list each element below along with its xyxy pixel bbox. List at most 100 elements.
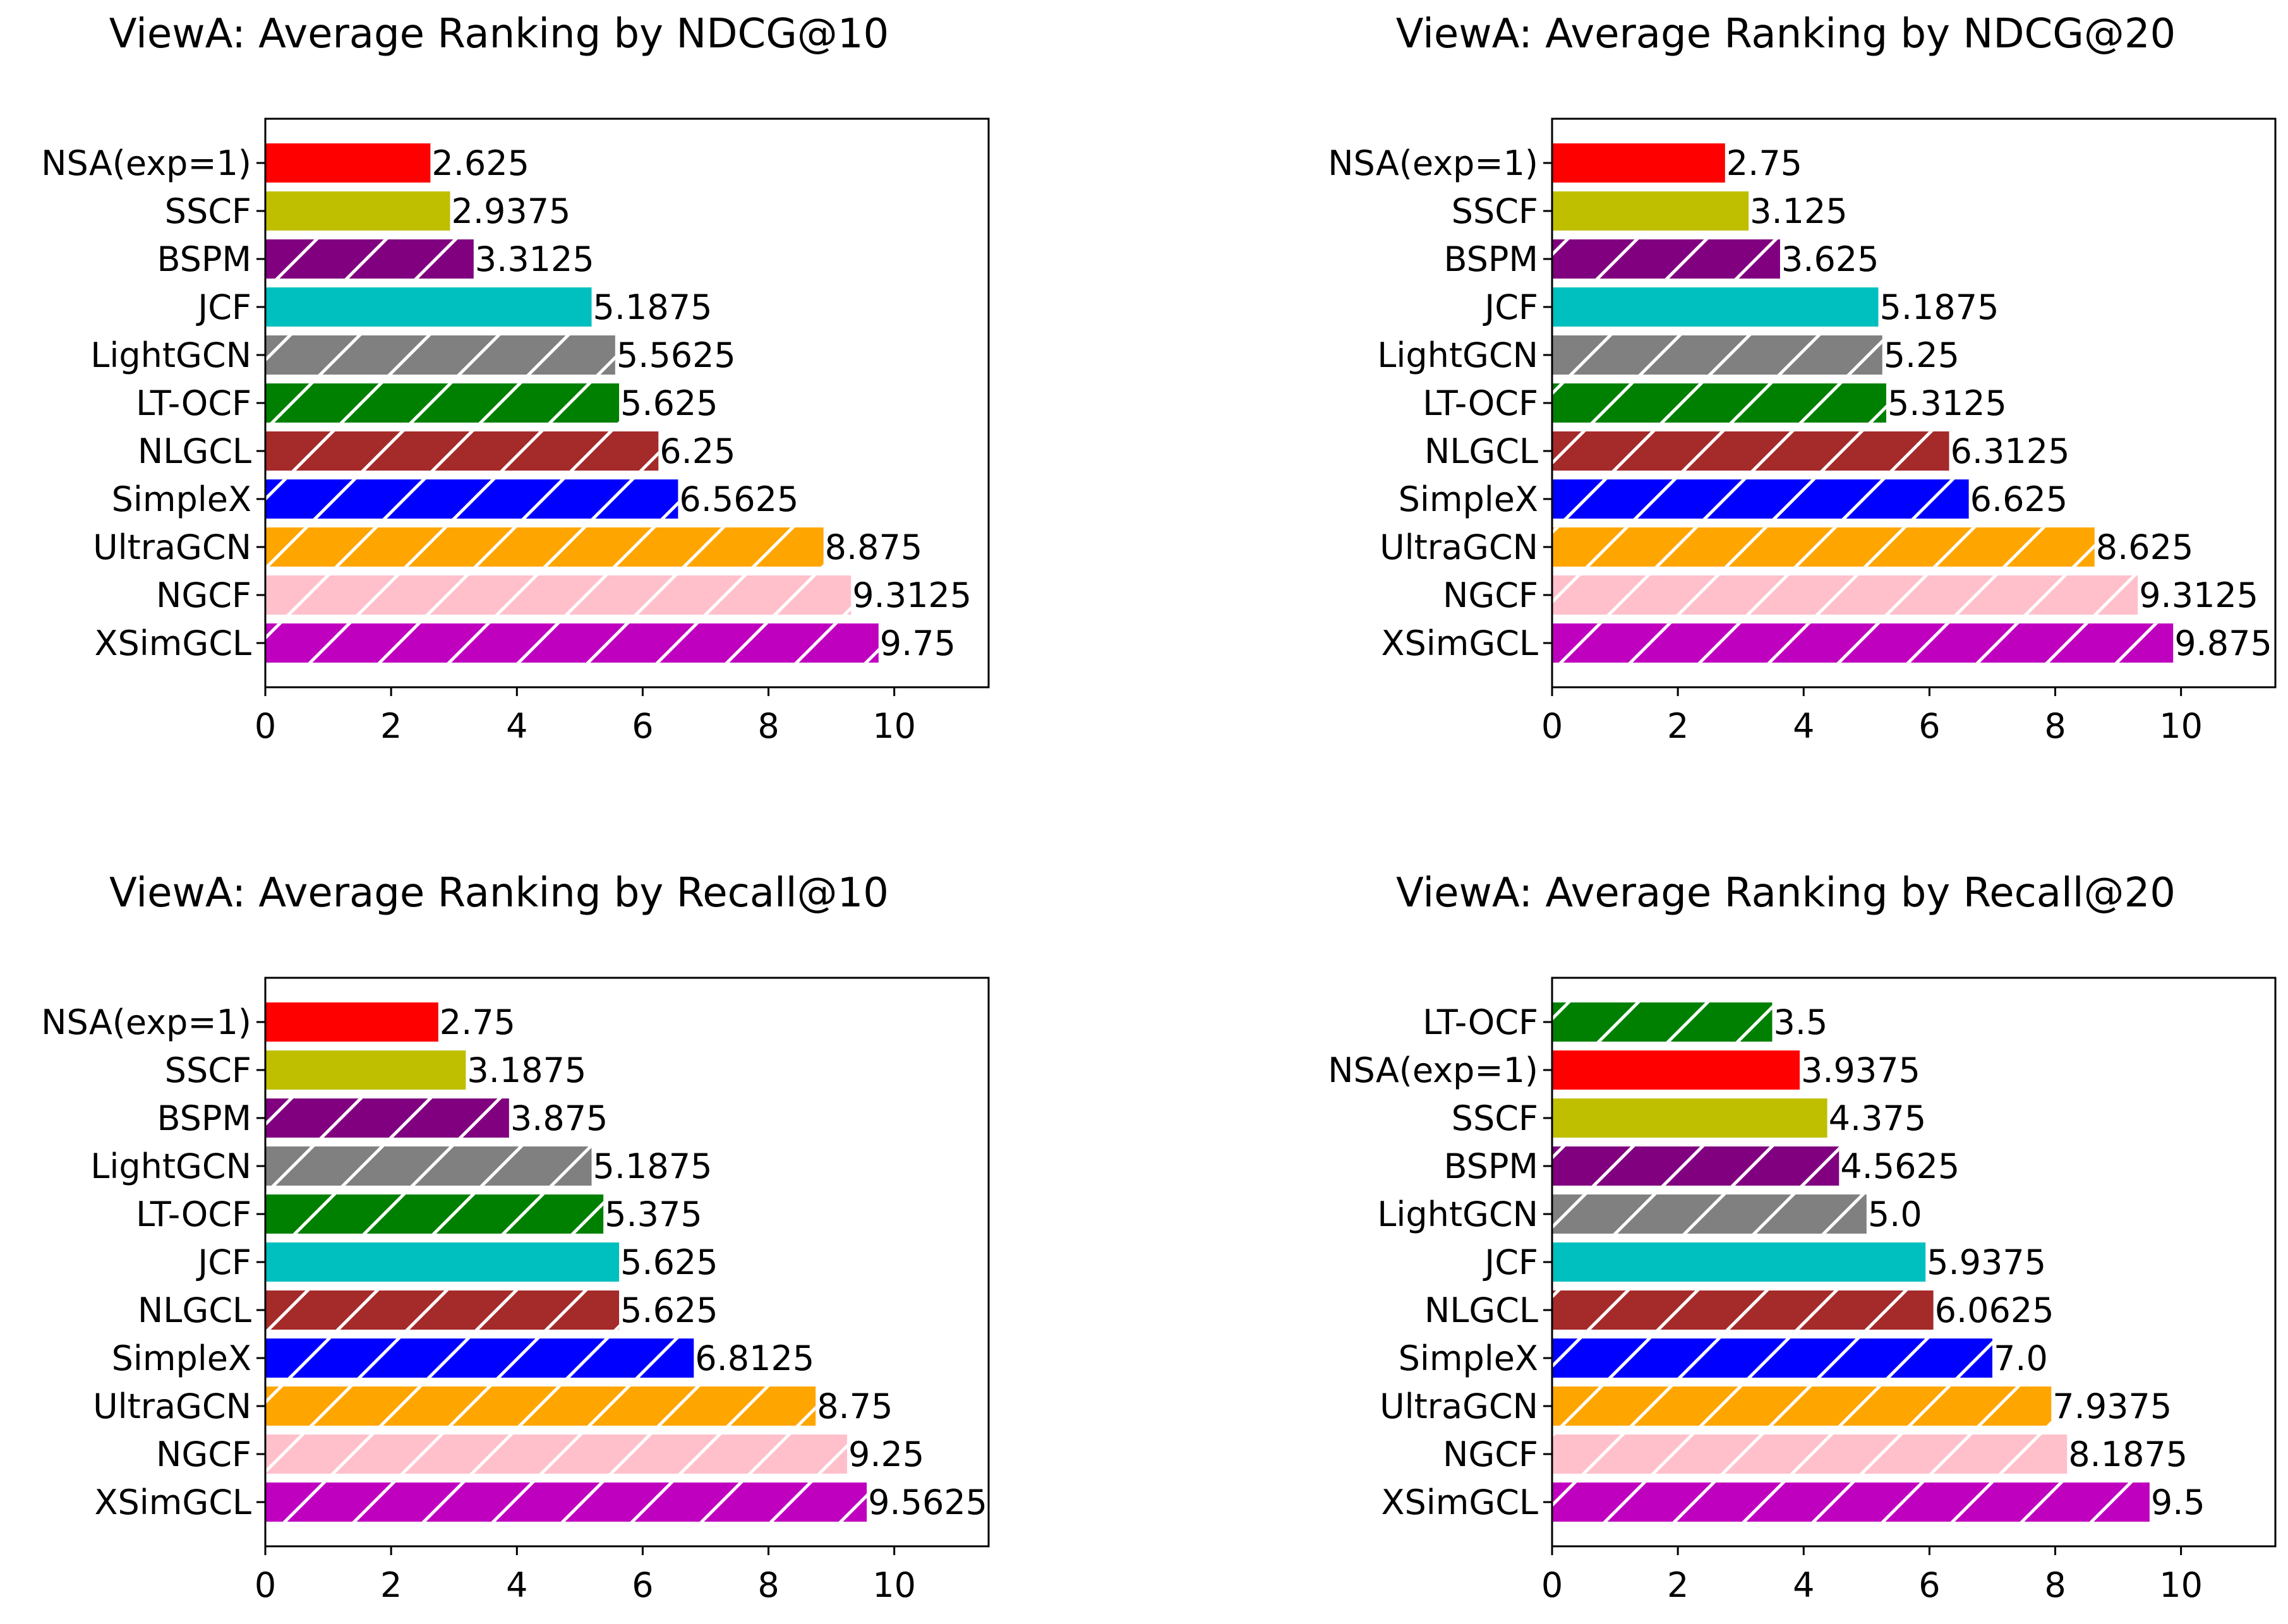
bar-value-label: 5.1875 (1879, 287, 1999, 327)
axes-frame (264, 977, 990, 1548)
bar-value-label: 5.3125 (1888, 383, 2007, 423)
category-label: SSCF (165, 191, 251, 231)
category-label: UltraGCN (1380, 527, 1538, 567)
bar-value-label: 9.5 (2151, 1483, 2205, 1522)
bar-value-label: 9.875 (2174, 623, 2272, 663)
bar-hatch (265, 1386, 816, 1426)
bar-hatch (1552, 623, 2174, 663)
bar-value-label: 6.8125 (695, 1338, 814, 1378)
category-label: NSA(exp=1) (41, 143, 251, 183)
bar-value-label: 9.5625 (868, 1483, 987, 1522)
bar-value-label: 5.625 (620, 1242, 718, 1282)
bar-value-label: 9.3125 (852, 575, 972, 615)
bar-hatch (1552, 1290, 1934, 1330)
bar-hatch (1552, 1483, 2150, 1522)
x-tick-label: 8 (2044, 1565, 2066, 1605)
category-label: JCF (1483, 287, 1538, 327)
bar-value-label: 6.3125 (1951, 431, 2070, 471)
bar-hatch (265, 1483, 867, 1522)
bar-nsa-exp-1- (1552, 143, 1725, 183)
bar-value-label: 3.1875 (467, 1050, 586, 1090)
bar-value-label: 5.25 (1884, 335, 1960, 375)
bar-value-label: 8.625 (2096, 527, 2194, 567)
chart-panel-4: ViewA: Average Ranking by Recall@20 3.5 LT… (1328, 870, 2277, 1605)
bar-value-label: 9.25 (848, 1435, 924, 1474)
category-label: NGCF (1443, 575, 1538, 615)
category-label: LightGCN (1377, 335, 1538, 375)
x-tick-label: 2 (1667, 1565, 1689, 1605)
bar-value-label: 3.625 (1781, 239, 1879, 279)
bar-value-label: 6.625 (1970, 479, 2068, 519)
bar-value-label: 3.5 (1773, 1002, 1827, 1042)
category-label: LT-OCF (1423, 383, 1538, 423)
bar-hatch (1552, 431, 1949, 471)
x-tick-label: 8 (2044, 706, 2066, 746)
bar-hatch (1552, 575, 2138, 615)
bar-value-label: 3.875 (510, 1098, 608, 1138)
bar-nsa-exp-1- (265, 143, 431, 183)
x-tick-label: 8 (757, 1565, 779, 1605)
category-label: NLGCL (138, 1290, 251, 1330)
category-label: XSimGCL (94, 1483, 251, 1522)
category-label: NSA(exp=1) (41, 1002, 251, 1042)
category-label: SimpleX (1399, 1338, 1538, 1378)
chart-panel-3: ViewA: Average Ranking by Recall@10 2.75 N… (41, 870, 990, 1605)
category-label: NLGCL (1424, 1290, 1538, 1330)
bar-value-label: 9.3125 (2139, 575, 2258, 615)
bar-value-label: 5.9375 (1927, 1242, 2046, 1282)
x-tick-label: 0 (1541, 1565, 1563, 1605)
bar-hatch (265, 383, 620, 423)
bar-value-label: 8.875 (825, 527, 923, 567)
bar-jcf (1552, 1242, 1926, 1282)
bar-hatch (1552, 479, 1969, 519)
bar-value-label: 5.625 (620, 383, 718, 423)
x-tick-label: 10 (2159, 1565, 2203, 1605)
bar-value-label: 8.1875 (2068, 1435, 2188, 1474)
bar-value-label: 5.5625 (617, 335, 736, 375)
bar-hatch (265, 1194, 604, 1234)
category-label: XSimGCL (1381, 1483, 1538, 1522)
x-tick-label: 0 (1541, 706, 1563, 746)
bar-hatch (1552, 527, 2095, 567)
bar-value-label: 3.125 (1750, 191, 1848, 231)
chart-title: ViewA: Average Ranking by NDCG@10 (109, 11, 889, 57)
bar-hatch (1552, 1146, 1839, 1186)
bar-value-label: 7.0 (1994, 1338, 2048, 1378)
chart-title: ViewA: Average Ranking by Recall@10 (109, 870, 889, 917)
bar-hatch (265, 1098, 509, 1138)
category-label: LT-OCF (136, 1194, 251, 1234)
category-label: UltraGCN (93, 527, 251, 567)
bar-value-label: 2.9375 (451, 191, 570, 231)
category-label: SSCF (1452, 1098, 1538, 1138)
x-tick-label: 0 (255, 706, 276, 746)
category-label: BSPM (1443, 239, 1538, 279)
chart-panel-1: ViewA: Average Ranking by NDCG@10 2.625 NS… (41, 11, 990, 746)
bar-nsa-exp-1- (265, 1002, 438, 1042)
x-tick-label: 6 (1918, 1565, 1940, 1605)
bar-hatch (265, 239, 474, 279)
category-label: NGCF (1443, 1435, 1538, 1474)
bar-hatch (1552, 335, 1882, 375)
bar-jcf (1552, 287, 1879, 327)
chart-title: ViewA: Average Ranking by NDCG@20 (1396, 11, 2176, 57)
x-tick-label: 2 (1667, 706, 1689, 746)
category-label: LightGCN (1377, 1194, 1538, 1234)
bar-hatch (1552, 1002, 1773, 1042)
category-label: UltraGCN (1380, 1386, 1538, 1426)
bar-hatch (265, 623, 879, 663)
x-tick-label: 4 (1793, 1565, 1814, 1605)
x-tick-label: 10 (872, 706, 916, 746)
x-tick-label: 6 (632, 706, 653, 746)
bar-nsa-exp-1- (1552, 1050, 1800, 1090)
x-tick-label: 4 (1793, 706, 1814, 746)
category-label: BSPM (157, 239, 251, 279)
category-label: SSCF (165, 1050, 251, 1090)
bar-value-label: 3.3125 (475, 239, 594, 279)
category-label: NSA(exp=1) (1328, 1050, 1538, 1090)
bar-hatch (1552, 1435, 2068, 1474)
category-label: JCF (196, 1242, 251, 1282)
bar-sscf (265, 191, 450, 231)
category-label: JCF (1483, 1242, 1538, 1282)
category-label: SSCF (1452, 191, 1538, 231)
